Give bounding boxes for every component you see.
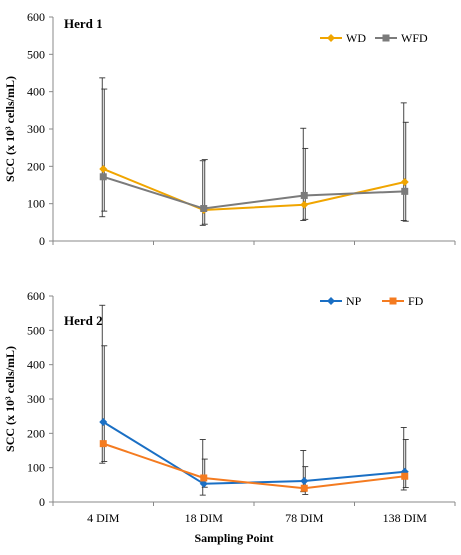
data-point-np: [199, 479, 208, 488]
panel-title: Herd 1: [64, 16, 103, 31]
y-tick-label: 300: [27, 122, 45, 136]
y-axis-label: SCC (x 10³ cells/mL): [3, 346, 17, 452]
data-point-wfd: [200, 205, 208, 213]
x-axis-label: Sampling Point: [194, 531, 273, 545]
y-tick-label: 200: [27, 159, 45, 173]
series-line-wfd: [102, 175, 405, 210]
data-point-np: [300, 477, 309, 486]
legend-marker: [327, 297, 335, 305]
y-axis-label: SCC (x 10³ cells/mL): [3, 76, 17, 182]
x-tick-label: 138 DIM: [383, 511, 428, 525]
x-tick-label: 18 DIM: [185, 511, 224, 525]
data-point-wd: [400, 178, 409, 187]
y-tick-label: 400: [27, 358, 45, 372]
data-point-wfd: [300, 191, 308, 199]
legend-label-fd: FD: [408, 294, 424, 308]
legend-label-np: NP: [346, 294, 362, 308]
chart-panel-2: 0 100 200 300 400 500 600 4 DIM 18 DIM 78 DIM 138 …: [3, 289, 456, 545]
legend-marker: [382, 34, 390, 42]
data-point-wd: [99, 164, 108, 173]
y-tick-label: 200: [27, 426, 45, 440]
x-tick-label: 4 DIM: [87, 511, 120, 525]
data-point-fd: [401, 472, 409, 480]
data-point-wfd: [99, 173, 107, 181]
y-tick-label: 0: [39, 234, 45, 248]
series-line-fd: [102, 442, 405, 490]
data-point-fd: [99, 440, 107, 448]
legend-label-wfd: WFD: [401, 31, 428, 45]
y-tick-label: 600: [27, 10, 45, 24]
legend-label-wd: WD: [346, 31, 366, 45]
data-point-wfd: [401, 187, 409, 195]
data-point-fd: [200, 474, 208, 482]
data-point-wd: [300, 200, 309, 209]
y-tick-label: 100: [27, 461, 45, 475]
y-tick-label: 500: [27, 323, 45, 337]
y-tick-label: 300: [27, 392, 45, 406]
y-tick-label: 0: [39, 495, 45, 509]
x-tick-label: 78 DIM: [285, 511, 324, 525]
legend-marker: [327, 34, 335, 42]
panel-title: Herd 2: [64, 313, 103, 328]
data-point-fd: [300, 484, 308, 492]
y-tick-label: 400: [27, 85, 45, 99]
y-tick-label: 600: [27, 289, 45, 303]
chart-panel-1: 0 100 200 300 400 500 600 Herd 1 SCC (x 10³ cell…: [3, 10, 456, 248]
data-point-np: [99, 418, 108, 427]
legend-marker: [389, 297, 397, 305]
series-line-wd: [102, 168, 405, 212]
y-tick-label: 100: [27, 197, 45, 211]
y-tick-label: 500: [27, 47, 45, 61]
series-line-np: [102, 421, 405, 485]
